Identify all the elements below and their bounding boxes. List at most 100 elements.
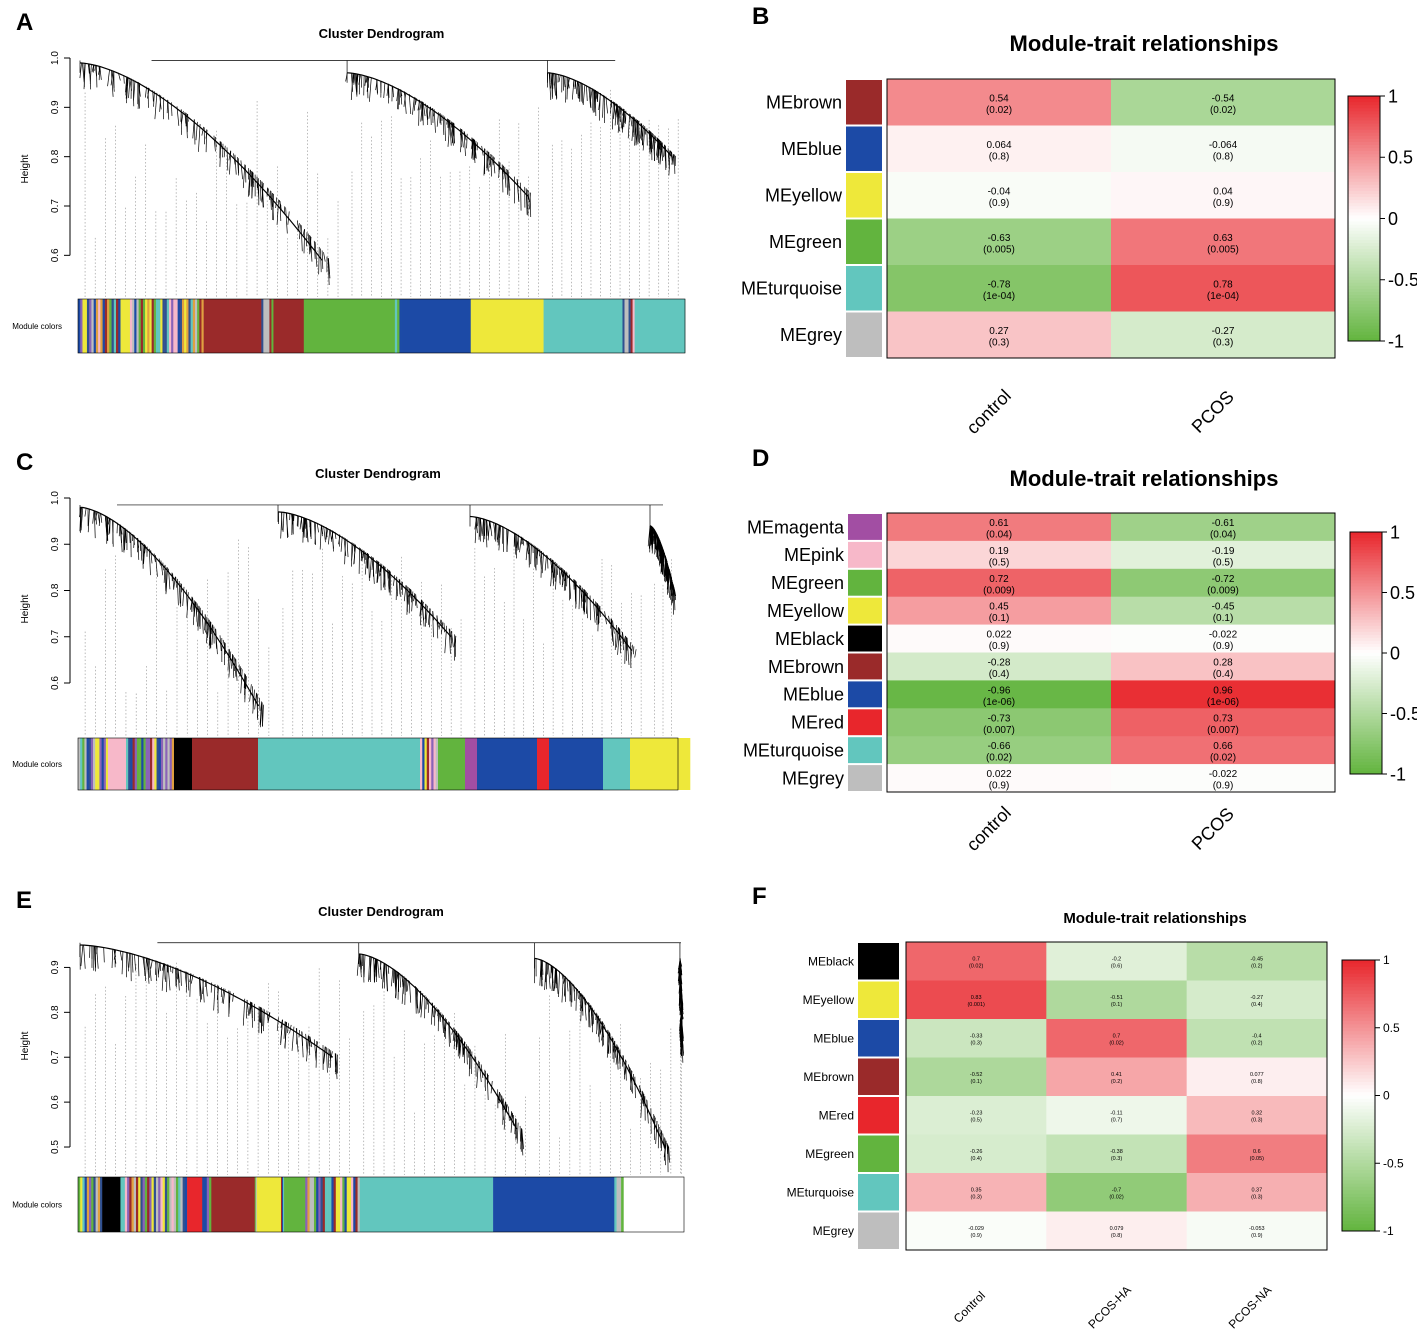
module-segment-turquoise (543, 299, 623, 353)
legend-step (1342, 1020, 1375, 1025)
strand (586, 85, 588, 102)
legend-step (1342, 1034, 1375, 1039)
strand (224, 642, 226, 656)
strand (454, 635, 457, 647)
strand (476, 1060, 479, 1088)
strand (219, 635, 222, 652)
cell-pvalue: (0.9) (1213, 198, 1234, 209)
strand (153, 91, 155, 107)
strand (680, 998, 684, 1007)
strand (369, 77, 372, 102)
heatmap-cell (887, 708, 1112, 737)
strand (419, 991, 422, 1013)
heatmap-title: Module-trait relationships (1010, 31, 1279, 56)
legend-step (1342, 1109, 1375, 1113)
cell-value: 0.83 (971, 995, 982, 1001)
legend-step (1342, 1180, 1375, 1185)
strand (128, 952, 131, 968)
cell-value: 0.7 (1113, 1033, 1121, 1039)
strand (420, 993, 424, 1018)
module-stripe (178, 1177, 181, 1232)
strand (403, 976, 406, 996)
strand (154, 92, 158, 120)
strand (574, 80, 576, 90)
strand (326, 1047, 328, 1073)
module-stripe (134, 738, 138, 790)
strand (394, 969, 397, 987)
strand (673, 584, 676, 596)
legend-step (1342, 1115, 1375, 1120)
strand (444, 116, 446, 141)
column-label-Control: Control (951, 1289, 988, 1326)
module-stripe (355, 1177, 358, 1232)
strand (270, 190, 272, 210)
cell-pvalue: (0.4) (1251, 1002, 1262, 1008)
module-stripe (80, 1177, 83, 1232)
legend-step (1348, 96, 1380, 100)
heatmap-border (905, 941, 1328, 1251)
module-stripe (630, 299, 633, 353)
cell-pvalue: (0.8) (1251, 1079, 1262, 1085)
module-stripe (171, 738, 175, 790)
strand (239, 667, 242, 677)
legend-step (1348, 166, 1380, 170)
strand (554, 73, 557, 100)
legend-step (1348, 239, 1380, 244)
strand (272, 192, 274, 221)
strand (498, 525, 502, 551)
legend-step (1350, 568, 1382, 572)
strand (328, 258, 330, 274)
module-stripe (118, 299, 121, 353)
strand (598, 1016, 600, 1043)
strand (306, 1035, 309, 1062)
legend-step (1348, 233, 1380, 238)
row-label-MEmagenta: MEmagenta (747, 517, 845, 537)
cell-value: -0.2 (1112, 956, 1121, 962)
module-stripe (82, 299, 86, 353)
legend-step (1342, 1173, 1375, 1178)
strand (323, 252, 326, 262)
module-bar-border (77, 1176, 685, 1233)
strand (126, 77, 129, 104)
strand (492, 157, 495, 164)
module-stripe (127, 1177, 130, 1232)
strand (201, 610, 204, 634)
panel-label-f: F (752, 883, 767, 910)
module-stripe (80, 299, 83, 353)
legend-step (1348, 138, 1380, 143)
strand (451, 1027, 454, 1035)
module-stripe (171, 299, 174, 353)
strand (629, 114, 633, 127)
strand (490, 154, 492, 177)
strand (663, 1141, 667, 1161)
legend-step (1350, 746, 1382, 751)
strand (639, 1085, 642, 1093)
strand (261, 181, 264, 199)
module-stripe (175, 299, 178, 353)
strand (159, 961, 162, 972)
strand (502, 165, 506, 180)
strand (652, 527, 655, 544)
strand (145, 86, 147, 98)
strand (331, 530, 334, 540)
strand (215, 136, 217, 148)
strand (448, 628, 451, 654)
strand (594, 90, 597, 117)
strand (614, 103, 618, 126)
module-segment-brown (273, 299, 305, 353)
module-stripe (255, 1177, 258, 1232)
legend-step (1342, 963, 1375, 968)
legend-step (1350, 649, 1382, 654)
strand (219, 141, 222, 167)
strand (315, 1041, 318, 1068)
cell-pvalue: (0.2) (1251, 1040, 1262, 1046)
strand (493, 156, 496, 174)
legend-step (1348, 184, 1380, 189)
strand (404, 91, 407, 114)
legend-step (1348, 331, 1380, 336)
strand (548, 72, 552, 101)
strand (621, 631, 624, 651)
module-stripe (147, 299, 150, 353)
strand (490, 1080, 493, 1094)
